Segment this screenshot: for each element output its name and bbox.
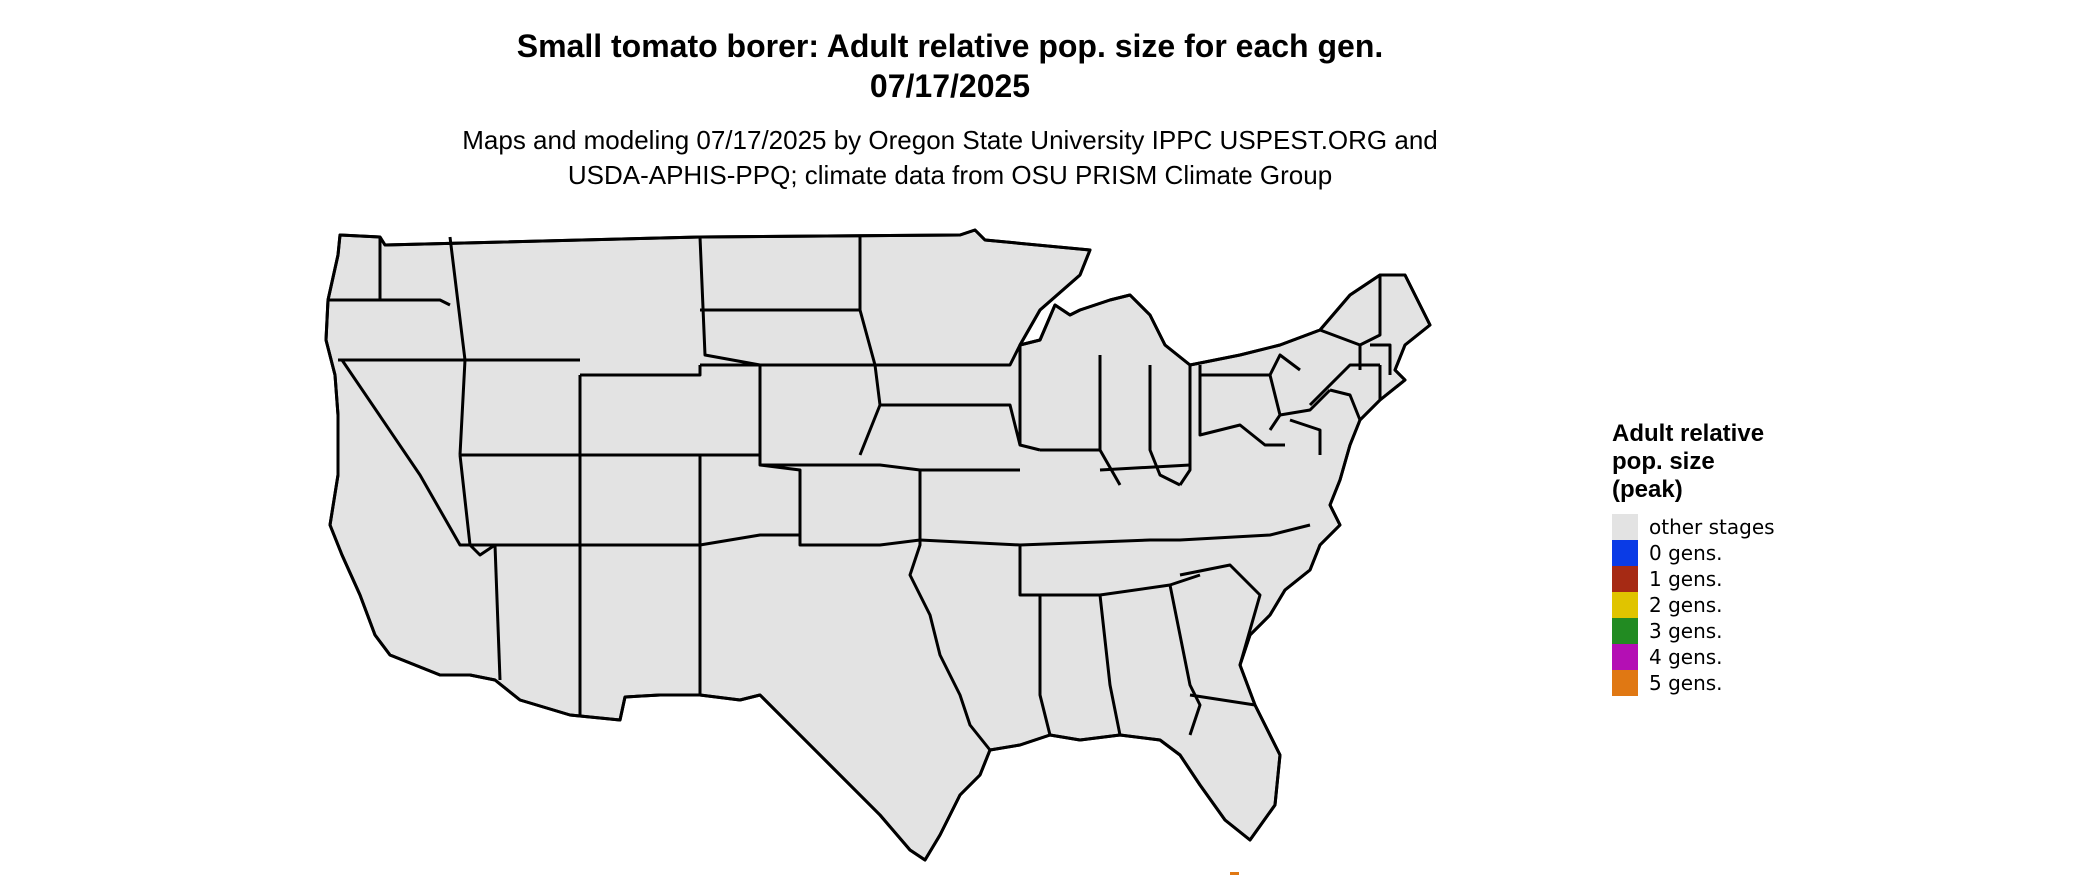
map-shapes — [324, 228, 1432, 875]
map-title: Small tomato borer: Adult relative pop. … — [0, 26, 1900, 106]
legend-item-1-gens: 1 gens. — [1612, 566, 1812, 592]
legend-label-3-gens: 3 gens. — [1649, 619, 1723, 643]
legend-item-5-gens: 5 gens. — [1612, 670, 1812, 696]
legend-label-other-stages: other stages — [1649, 515, 1775, 539]
map-subtitle-line1: Maps and modeling 07/17/2025 by Oregon S… — [462, 125, 1438, 155]
legend-label-4-gens: 4 gens. — [1649, 645, 1723, 669]
legend-item-2-gens: 2 gens. — [1612, 592, 1812, 618]
gen5-speck — [1230, 872, 1239, 875]
legend-swatch-1-gens — [1612, 566, 1638, 592]
legend-swatch-3-gens — [1612, 618, 1638, 644]
legend-swatch-0-gens — [1612, 540, 1638, 566]
legend-item-other-stages: other stages — [1612, 514, 1812, 540]
map-title-line1: Small tomato borer: Adult relative pop. … — [516, 28, 1384, 64]
map-legend: Adult relative pop. size (peak) other st… — [1612, 420, 1812, 696]
legend-title-line3: (peak) — [1612, 476, 1683, 503]
legend-label-2-gens: 2 gens. — [1649, 593, 1723, 617]
state-borders — [324, 228, 1432, 862]
legend-item-0-gens: 0 gens. — [1612, 540, 1812, 566]
map-title-date: 07/17/2025 — [869, 68, 1031, 104]
legend-swatch-other-stages — [1612, 514, 1638, 540]
legend-title-line1: Adult relative — [1612, 420, 1765, 447]
map-subtitle-line2: USDA-APHIS-PPQ; climate data from OSU PR… — [567, 160, 1333, 190]
legend-item-3-gens: 3 gens. — [1612, 618, 1812, 644]
us-generation-map — [324, 228, 1432, 875]
map-subtitle: Maps and modeling 07/17/2025 by Oregon S… — [0, 123, 1900, 193]
legend-swatch-2-gens — [1612, 592, 1638, 618]
legend-title-line2: pop. size — [1612, 448, 1715, 475]
legend-label-1-gens: 1 gens. — [1649, 567, 1723, 591]
legend-title: Adult relative pop. size (peak) — [1612, 420, 1812, 504]
legend-label-0-gens: 0 gens. — [1649, 541, 1723, 565]
legend-label-5-gens: 5 gens. — [1649, 671, 1723, 695]
legend-item-4-gens: 4 gens. — [1612, 644, 1812, 670]
legend-swatch-5-gens — [1612, 670, 1638, 696]
legend-swatch-4-gens — [1612, 644, 1638, 670]
